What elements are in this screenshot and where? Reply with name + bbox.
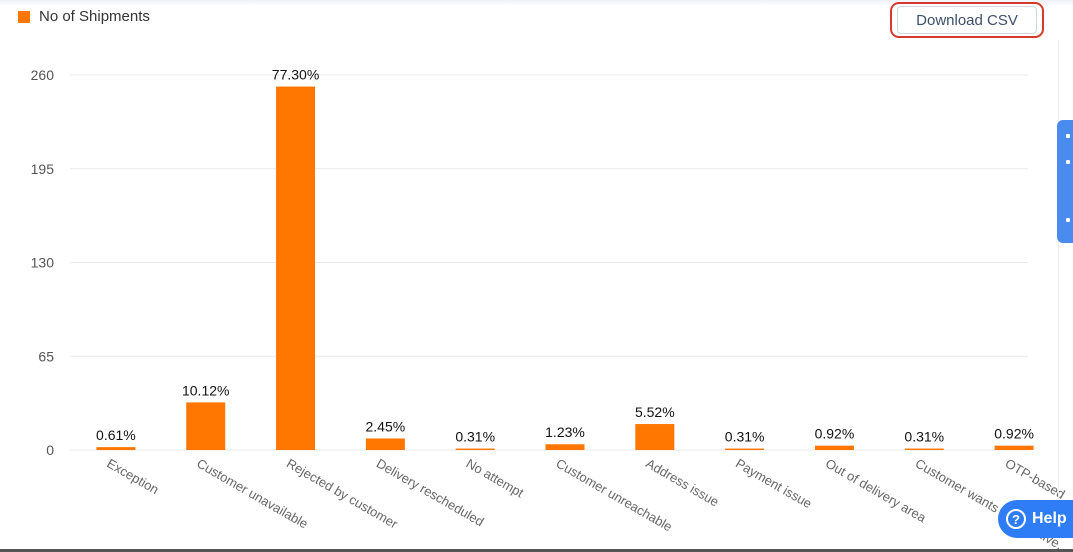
y-tick-label: 130	[31, 255, 55, 271]
data-label: 1.23%	[545, 424, 585, 440]
bar	[994, 445, 1034, 450]
x-tick-label: Address issue	[643, 456, 721, 510]
legend-label: No of Shipments	[39, 8, 150, 25]
y-tick-label: 195	[31, 161, 55, 177]
data-label: 2.45%	[366, 418, 406, 434]
bar	[96, 447, 136, 450]
bar	[635, 424, 675, 450]
download-highlight: Download CSV	[890, 2, 1044, 38]
top-shadow	[0, 0, 1073, 6]
data-label: 0.92%	[815, 426, 855, 442]
bar	[904, 448, 944, 450]
data-label: 0.61%	[96, 427, 136, 443]
bar	[455, 448, 495, 450]
y-tick-label: 0	[46, 442, 54, 458]
y-tick-label: 260	[31, 67, 55, 83]
x-tick-label: Exception	[104, 456, 161, 498]
x-tick-label: No attempt	[464, 456, 527, 501]
bar	[814, 445, 854, 450]
data-label: 0.31%	[455, 429, 495, 445]
data-label: 10.12%	[182, 382, 229, 398]
bar	[725, 448, 765, 450]
bar	[365, 438, 405, 450]
bar	[186, 402, 226, 450]
side-feedback-tab[interactable]	[1057, 120, 1073, 243]
panel-edge	[1058, 40, 1059, 510]
data-label: 5.52%	[635, 404, 675, 420]
data-label: 0.31%	[725, 429, 765, 445]
bar	[545, 444, 585, 450]
legend-swatch	[18, 10, 30, 23]
bottom-border	[0, 549, 1073, 552]
data-label: 77.30%	[272, 67, 319, 83]
help-button[interactable]: ? Help	[998, 500, 1073, 538]
chart-legend[interactable]: No of Shipments	[18, 8, 150, 25]
question-circle-icon: ?	[1006, 509, 1026, 529]
y-tick-label: 65	[38, 348, 54, 364]
data-label: 0.31%	[904, 429, 944, 445]
data-label: 0.92%	[994, 426, 1034, 442]
download-csv-button[interactable]: Download CSV	[897, 6, 1037, 34]
help-label: Help	[1032, 510, 1067, 527]
x-tick-label: Payment issue	[733, 456, 814, 512]
bar	[276, 86, 316, 451]
